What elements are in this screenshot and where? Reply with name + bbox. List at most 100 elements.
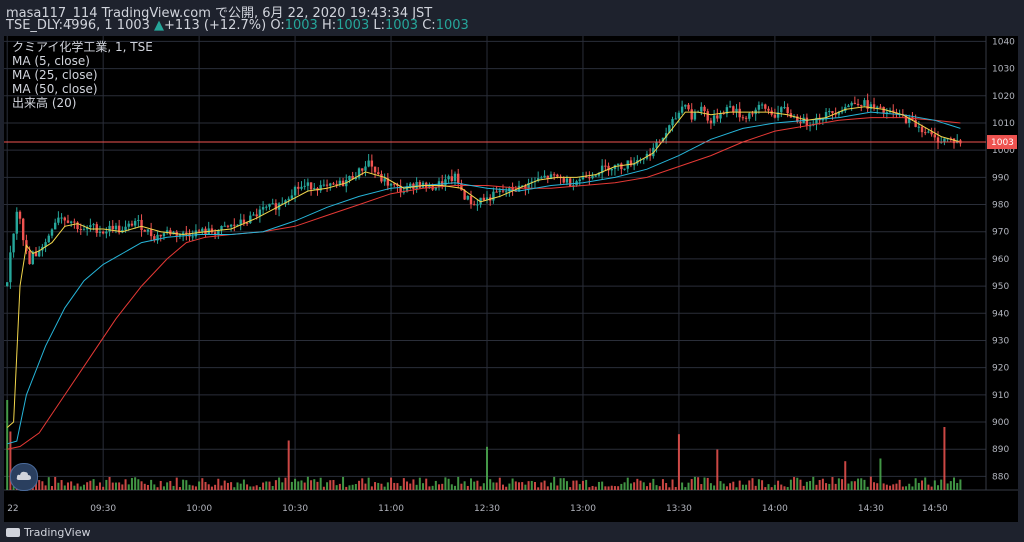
candle-body [210, 228, 214, 233]
candle-body [642, 158, 645, 160]
candle-body [380, 174, 383, 182]
y-tick-label: 970 [992, 228, 1009, 238]
candle-body [709, 120, 713, 124]
candle-body [108, 225, 111, 232]
volume-bar [281, 482, 284, 490]
price-axis-background [986, 36, 1018, 490]
volume-bar [98, 482, 101, 490]
volume-bar [303, 482, 306, 490]
volume-bar [47, 477, 50, 490]
volume-bar [613, 486, 616, 490]
candle-body [610, 168, 613, 171]
ma5-line [6, 106, 961, 428]
legend-title: クミアイ化学工業, 1, TSE [12, 40, 153, 54]
volume-bar [633, 482, 636, 490]
volume-bar [661, 479, 664, 490]
candle-body [66, 220, 70, 223]
volume-bar [761, 480, 764, 490]
volume-bar [649, 482, 652, 490]
volume-bar [79, 486, 82, 490]
volume-bar [393, 482, 396, 490]
candle-body [434, 187, 438, 190]
ohlc-line: TSE_DLY:4996, 1 1003 ▲+113 (+12.7%) O:10… [6, 18, 469, 33]
candle-body [908, 117, 911, 123]
volume-bar [799, 479, 802, 490]
volume-bar [358, 480, 361, 490]
x-tick-label: 14:00 [762, 504, 788, 514]
candle-body [824, 112, 828, 120]
volume-bar [908, 483, 911, 490]
candle-body [348, 175, 351, 180]
candle-body [351, 175, 354, 180]
x-tick-label: 14:50 [922, 504, 948, 514]
candle-body [367, 160, 370, 167]
candle-body [156, 234, 159, 241]
volume-bar [748, 480, 751, 490]
volume-bar [809, 481, 812, 490]
candle-body [98, 231, 102, 233]
volume-bar [697, 477, 700, 490]
candle-body [616, 163, 620, 166]
volume-bar [44, 485, 47, 490]
price-chart[interactable]: 880 890 900 910 920 930 940 950 960 970 980 990 1000… [0, 36, 1024, 522]
volume-bar [255, 485, 258, 490]
candle-body [466, 196, 470, 200]
volume-bar [166, 482, 169, 490]
tradingview-brand[interactable]: TradingView [6, 526, 90, 539]
candle-body [217, 230, 220, 235]
volume-bar [329, 480, 332, 490]
candle-body [892, 110, 895, 113]
candle-body [930, 131, 933, 135]
volume-bar [706, 477, 709, 490]
candle-body [428, 184, 431, 189]
volume-bar [306, 476, 309, 490]
candle-body [584, 176, 588, 178]
volume-bar [294, 478, 297, 490]
volume-bar [146, 484, 149, 490]
volume-bar [834, 483, 837, 490]
volume-bar [284, 477, 287, 490]
volume-bar [230, 482, 233, 490]
volume-bar [866, 486, 869, 490]
open-label: O: [270, 18, 285, 33]
volume-bar [479, 486, 482, 490]
candle-body [872, 104, 876, 108]
volume-bar [725, 486, 728, 490]
volume-bar [828, 483, 831, 490]
volume-bar [626, 477, 629, 490]
volume-bar [486, 446, 489, 490]
candle-body [293, 186, 297, 196]
candle-body [252, 214, 255, 216]
volume-bar [34, 481, 37, 490]
chart-area[interactable]: 880 890 900 910 920 930 940 950 960 970 980 990 1000… [0, 36, 1024, 522]
x-tick-label: 12:30 [474, 504, 500, 514]
candle-body [876, 106, 879, 108]
candle-body [732, 106, 735, 113]
cloud-icon[interactable] [10, 463, 38, 491]
volume-bar [140, 481, 143, 490]
volume-bar [73, 485, 76, 490]
symbol-label: TSE_DLY:4996, 1 [6, 18, 113, 33]
volume-bar [741, 484, 744, 490]
volume-bar [693, 476, 696, 490]
volume-bar [377, 482, 380, 490]
volume-bar [268, 481, 271, 490]
candle-body [101, 231, 105, 234]
candle-body [652, 147, 655, 157]
candle-body [322, 184, 326, 186]
volume-bar [844, 461, 847, 490]
volume-bar [175, 477, 178, 490]
candle-body [338, 180, 342, 185]
candle-body [524, 185, 527, 189]
volume-bar [773, 484, 776, 490]
volume-bar [681, 482, 684, 490]
volume-bar [857, 478, 860, 490]
volume-bar [524, 484, 527, 490]
candle-body [21, 218, 25, 241]
volume-bar [498, 477, 501, 490]
y-tick-label: 1020 [992, 92, 1015, 102]
volume-bar [418, 477, 421, 490]
volume-bar [124, 479, 127, 490]
volume-bar [153, 484, 156, 490]
volume-bar [262, 482, 265, 490]
